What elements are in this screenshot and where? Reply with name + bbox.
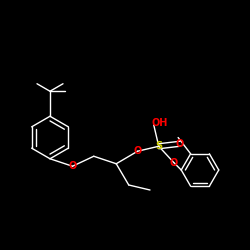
Text: OH: OH xyxy=(152,118,168,128)
Text: S: S xyxy=(155,141,162,151)
Text: O: O xyxy=(170,158,178,168)
Text: O: O xyxy=(176,139,184,149)
Text: O: O xyxy=(68,161,76,171)
Text: O: O xyxy=(134,146,141,156)
